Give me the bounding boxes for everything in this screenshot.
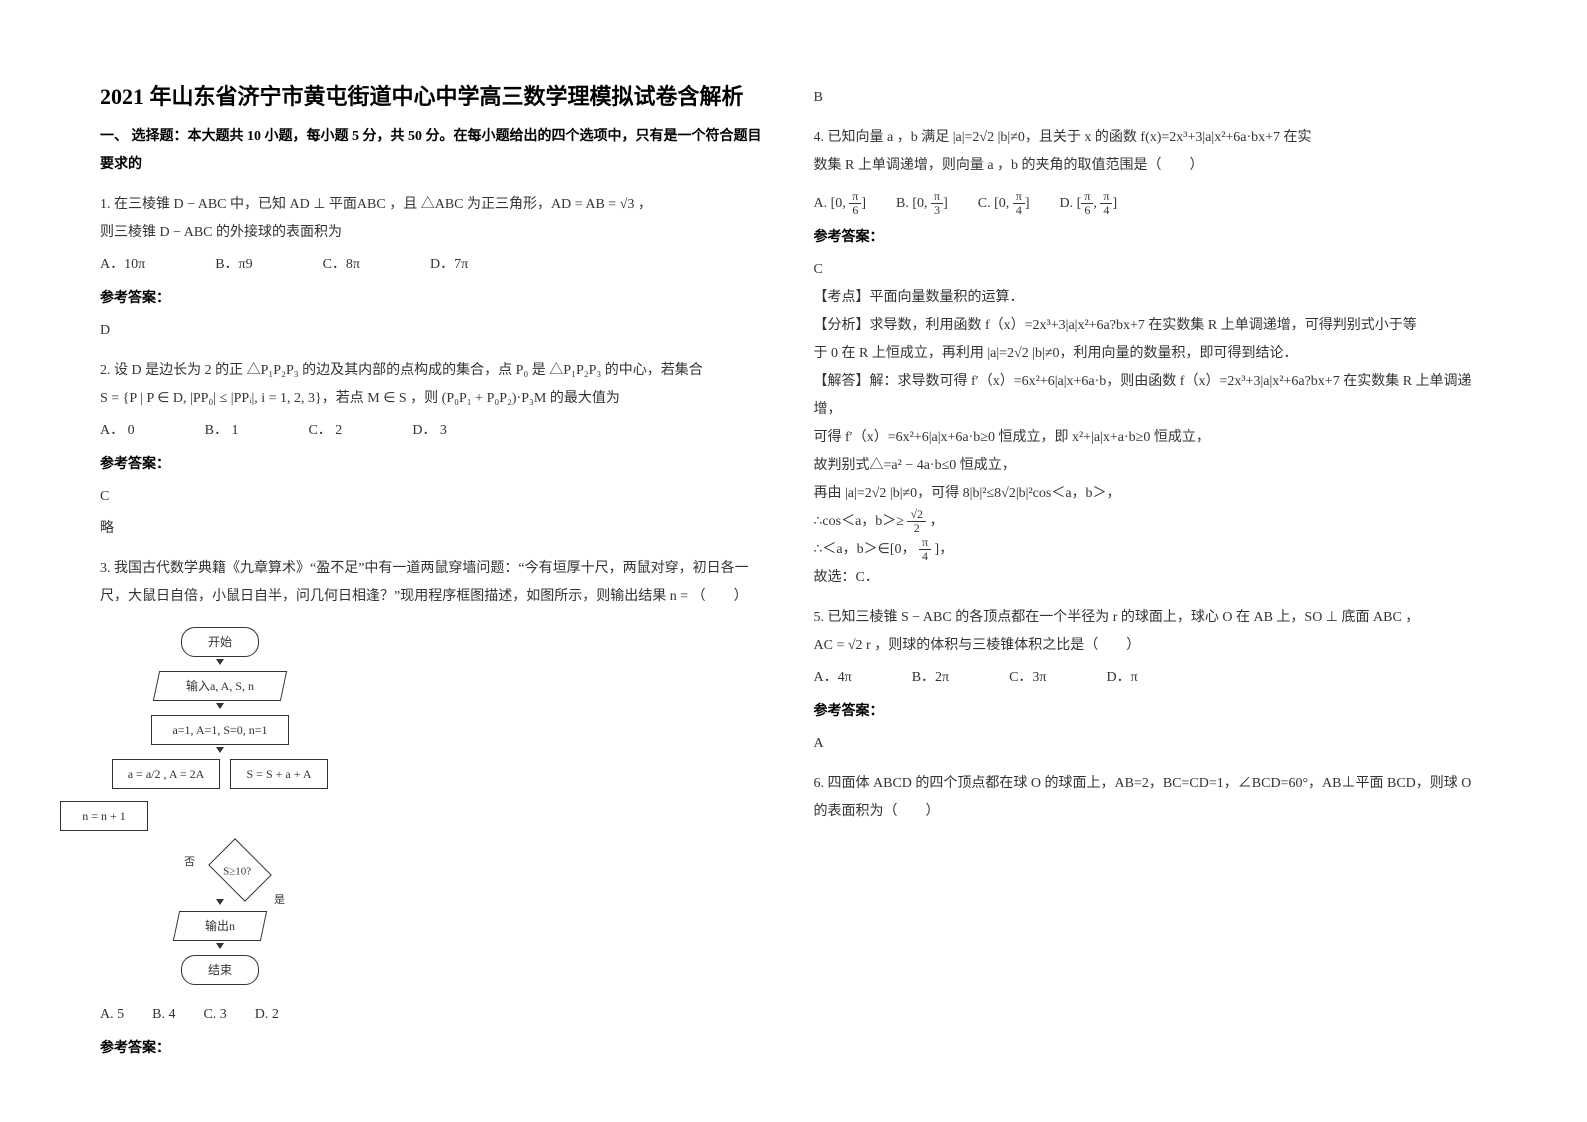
question-2: 2. 设 D 是边长为 2 的正 △P₁P₂P₃ 的边及其内部的点构成的集合，点… — [100, 357, 774, 543]
section-1-title: 一、 选择题：本大题共 10 小题，每小题 5 分，共 50 分。在每小题给出的… — [100, 123, 774, 179]
q4-opt-b: B. [0, π3] — [896, 190, 948, 218]
q4-opt-d: D. [π6, π4] — [1060, 190, 1118, 218]
q2-stem-1: 2. 设 D 是边长为 2 的正 △P₁P₂P₃ 的边及其内部的点构成的集合，点… — [100, 357, 774, 385]
q5-opt-d: D．π — [1107, 664, 1138, 692]
q5-opt-a: A．4π — [814, 664, 852, 692]
q2-opt-d: D． 3 — [412, 417, 447, 445]
q4-opt-a: A. [0, π6] — [814, 190, 867, 218]
flow-no-label: 否 — [184, 851, 195, 873]
q3-answer: B — [814, 84, 1488, 112]
q4-jieda-4: 再由 |a|=2√2 |b|≠0，可得 8|b|²≤8√2|b|²cos＜a，b… — [814, 480, 1488, 508]
q2-answer-extra: 略 — [100, 515, 774, 543]
q2-opt-a: A． 0 — [100, 417, 135, 445]
q4-answer-label: 参考答案： — [814, 224, 1488, 252]
q5-stem-1: 5. 已知三棱锥 S − ABC 的各顶点都在一个半径为 r 的球面上，球心 O… — [814, 604, 1488, 632]
q1-stem-2: 则三棱锥 D − ABC 的外接球的表面积为 — [100, 219, 774, 247]
q2-stem-2: S = {P | P ∈ D, |PP₀| ≤ |PPᵢ|, i = 1, 2,… — [100, 385, 774, 413]
flow-input-text: 输入a, A, S, n — [186, 674, 254, 698]
q1-answer-label: 参考答案： — [100, 285, 774, 313]
flow-condition-text: S≥10? — [207, 860, 267, 882]
q1-opt-b: B．π9 — [215, 251, 252, 279]
flow-end: 结束 — [181, 955, 259, 985]
q4-jieda-2: 可得 f′（x）=6x²+6|a|x+6a·b≥0 恒成立，即 x²+|a|x+… — [814, 424, 1488, 452]
arrow-icon — [216, 943, 224, 949]
q4-jieda-5: ∴cos＜a，b＞≥ √22 ， — [814, 508, 1488, 536]
q4-stem-1: 4. 已知向量 a ，b 满足 |a|=2√2 |b|≠0，且关于 x 的函数 … — [814, 124, 1488, 152]
q4-jieda-6: ∴＜a，b＞∈[0， π4 ]， — [814, 536, 1488, 564]
q4-kaodian: 【考点】平面向量数量积的运算． — [814, 284, 1488, 312]
q2-opt-c: C． 2 — [308, 417, 342, 445]
question-3: 3. 我国古代数学典籍《九章算术》“盈不足”中有一道两鼠穿墙问题：“今有垣厚十尺… — [100, 555, 774, 1063]
q4-jieda-3: 故判别式△=a² − 4a·b≤0 恒成立， — [814, 452, 1488, 480]
flowchart: 开始 输入a, A, S, n a=1, A=1, S=0, n=1 a = a… — [120, 621, 774, 991]
q2-opt-b: B． 1 — [205, 417, 239, 445]
flow-input: 输入a, A, S, n — [153, 671, 287, 701]
q1-answer: D — [100, 317, 774, 345]
q1-opt-c: C．8π — [323, 251, 360, 279]
q4-fenxi-2: 于 0 在 R 上恒成立，再利用 |a|=2√2 |b|≠0，利用向量的数量积，… — [814, 340, 1488, 368]
question-5: 5. 已知三棱锥 S − ABC 的各顶点都在一个半径为 r 的球面上，球心 O… — [814, 604, 1488, 758]
q2-answer-label: 参考答案： — [100, 451, 774, 479]
q6-stem: 6. 四面体 ABCD 的四个顶点都在球 O 的球面上，AB=2，BC=CD=1… — [814, 770, 1488, 826]
flow-start: 开始 — [181, 627, 259, 657]
q5-stem-2: AC = √2 r ，则球的体积与三棱锥体积之比是（ ） — [814, 632, 1488, 660]
q4-stem-2: 数集 R 上单调递增，则向量 a ，b 的夹角的取值范围是（ ） — [814, 152, 1488, 180]
q4-opt-c: C. [0, π4] — [978, 190, 1030, 218]
arrow-icon — [216, 703, 224, 709]
flow-yes-label: 是 — [274, 889, 285, 911]
q3-options: A. 5 B. 4 C. 3 D. 2 — [100, 1001, 774, 1029]
flow-condition: S≥10? — [208, 838, 272, 902]
q5-answer: A — [814, 730, 1488, 758]
q5-opt-b: B．2π — [912, 664, 949, 692]
question-4: 4. 已知向量 a ，b 满足 |a|=2√2 |b|≠0，且关于 x 的函数 … — [814, 124, 1488, 592]
flow-init: a=1, A=1, S=0, n=1 — [151, 715, 289, 745]
q1-opt-d: D．7π — [430, 251, 468, 279]
q1-stem-1: 1. 在三棱锥 D − ABC 中，已知 AD ⊥ 平面ABC ，且 △ABC … — [100, 191, 774, 219]
question-1: 1. 在三棱锥 D − ABC 中，已知 AD ⊥ 平面ABC ，且 △ABC … — [100, 191, 774, 345]
q5-answer-label: 参考答案： — [814, 698, 1488, 726]
q1-opt-a: A．10π — [100, 251, 145, 279]
page-title: 2021 年山东省济宁市黄屯街道中心中学高三数学理模拟试卷含解析 — [100, 80, 774, 113]
q2-answer: C — [100, 483, 774, 511]
q3-stem: 3. 我国古代数学典籍《九章算术》“盈不足”中有一道两鼠穿墙问题：“今有垣厚十尺… — [100, 555, 774, 611]
flow-left: a = a/2 , A = 2A — [112, 759, 220, 789]
flow-output: 输出n — [173, 911, 267, 941]
q4-jieda-7: 故选：C． — [814, 564, 1488, 592]
arrow-icon — [216, 659, 224, 665]
question-6: 6. 四面体 ABCD 的四个顶点都在球 O 的球面上，AB=2，BC=CD=1… — [814, 770, 1488, 826]
q3-answer-label: 参考答案： — [100, 1035, 774, 1063]
q4-fenxi-1: 【分析】求导数，利用函数 f（x）=2x³+3|a|x²+6a?bx+7 在实数… — [814, 312, 1488, 340]
q5-opt-c: C．3π — [1009, 664, 1046, 692]
q4-jieda-1: 【解答】解：求导数可得 f′（x）=6x²+6|a|x+6a·b，则由函数 f（… — [814, 368, 1488, 424]
flow-increment: n = n + 1 — [60, 801, 148, 831]
flow-right: S = S + a + A — [230, 759, 328, 789]
q4-answer: C — [814, 256, 1488, 284]
flow-output-text: 输出n — [205, 914, 235, 938]
